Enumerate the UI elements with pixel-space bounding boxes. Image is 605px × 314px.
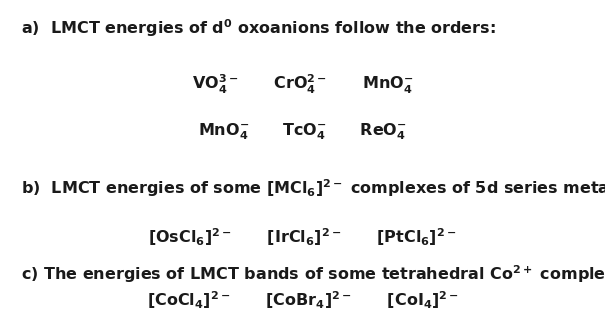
- Text: a)  LMCT energies of d$^{\mathbf{0}}$ oxoanions follow the orders:: a) LMCT energies of d$^{\mathbf{0}}$ oxo…: [21, 17, 495, 39]
- Text: c) The energies of LMCT bands of some tetrahedral Co$^{\mathbf{2+}}$ complexes f: c) The energies of LMCT bands of some te…: [21, 263, 605, 285]
- Text: $\mathbf{VO_4^{3-}}$      $\mathbf{CrO_4^{2-}}$      $\mathbf{MnO_4^{-}}$: $\mathbf{VO_4^{3-}}$ $\mathbf{CrO_4^{2-}…: [192, 72, 413, 95]
- Text: b)  LMCT energies of some $\mathbf{[MCl_6]^{2-}}$ complexes of 5d series metals : b) LMCT energies of some $\mathbf{[MCl_6…: [21, 177, 605, 199]
- Text: $\mathbf{[CoCl_4]^{2-}}$      $\mathbf{[CoBr_4]^{2-}}$      $\mathbf{[CoI_4]^{2-: $\mathbf{[CoCl_4]^{2-}}$ $\mathbf{[CoBr_…: [146, 289, 459, 311]
- Text: $\mathbf{[OsCl_6]^{2-}}$      $\mathbf{[IrCl_6]^{2-}}$      $\mathbf{[PtCl_6]^{2: $\mathbf{[OsCl_6]^{2-}}$ $\mathbf{[IrCl_…: [148, 226, 457, 248]
- Text: $\mathbf{MnO_4^{-}}$      $\mathbf{TcO_4^{-}}$      $\mathbf{ReO_4^{-}}$: $\mathbf{MnO_4^{-}}$ $\mathbf{TcO_4^{-}}…: [198, 122, 407, 142]
